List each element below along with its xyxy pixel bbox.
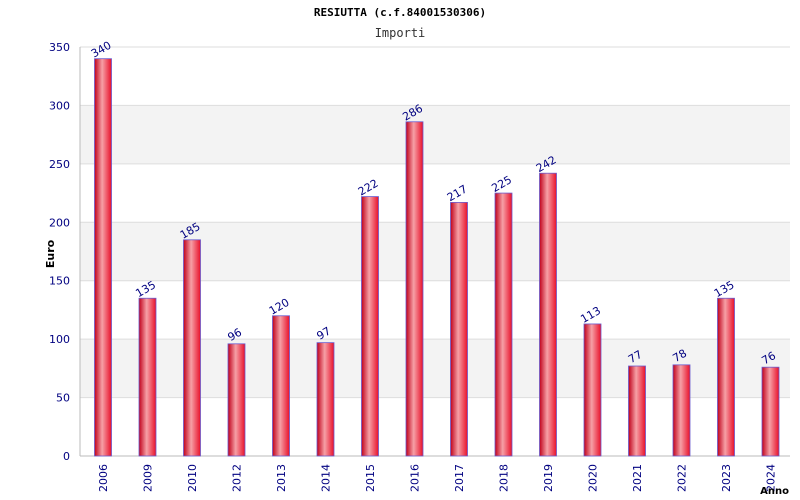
bar xyxy=(628,365,646,457)
y-tick-label: 200 xyxy=(49,216,70,229)
x-tick-label: 2018 xyxy=(498,464,511,492)
x-tick-label: 2019 xyxy=(542,464,555,492)
data-label: 97 xyxy=(314,324,333,342)
data-label: 222 xyxy=(356,177,381,199)
bar xyxy=(405,121,424,457)
y-axis-label: Euro xyxy=(44,239,57,268)
x-tick-label: 2016 xyxy=(409,464,422,492)
data-label: 76 xyxy=(759,349,778,367)
x-tick-label: 2014 xyxy=(320,464,333,492)
y-tick-label: 350 xyxy=(49,41,70,54)
bar xyxy=(272,315,290,457)
x-tick-label: 2009 xyxy=(142,464,155,492)
data-label: 120 xyxy=(267,296,292,318)
y-tick-label: 0 xyxy=(63,450,70,463)
x-tick-label: 2013 xyxy=(275,464,288,492)
data-label: 135 xyxy=(712,278,737,300)
data-label: 78 xyxy=(670,347,689,365)
y-tick-label: 250 xyxy=(49,158,70,171)
data-label: 340 xyxy=(89,39,114,61)
y-tick-label: 300 xyxy=(49,99,70,112)
bar xyxy=(672,364,691,457)
bar xyxy=(539,172,557,457)
x-tick-label: 2023 xyxy=(720,464,733,492)
x-tick-label: 2012 xyxy=(231,464,244,492)
x-tick-label: 2022 xyxy=(676,464,689,492)
data-label: 135 xyxy=(133,278,158,300)
data-label: 217 xyxy=(445,183,470,205)
bar xyxy=(94,58,112,457)
bar xyxy=(494,192,513,457)
bar xyxy=(717,297,735,457)
chart-subtitle: Importi xyxy=(374,26,426,40)
bar xyxy=(583,323,602,457)
data-label: 225 xyxy=(489,173,514,195)
x-tick-label: 2015 xyxy=(364,464,377,492)
x-tick-label: 2017 xyxy=(453,464,466,492)
grid-band xyxy=(80,105,790,164)
x-tick-label: 2020 xyxy=(587,464,600,492)
bar xyxy=(761,366,780,457)
bar xyxy=(316,342,335,457)
y-tick-label: 100 xyxy=(49,333,70,346)
x-tick-label: 2006 xyxy=(97,464,110,492)
data-label: 77 xyxy=(626,348,645,366)
x-tick-label: 2024 xyxy=(765,464,778,492)
bar xyxy=(183,239,201,457)
bar xyxy=(138,297,157,457)
chart-title: RESIUTTA (c.f.84001530306) xyxy=(313,6,487,19)
y-tick-label: 150 xyxy=(49,275,70,288)
x-axis-label: Anno xyxy=(760,486,789,497)
x-tick-label: 2010 xyxy=(186,464,199,492)
y-tick-label: 50 xyxy=(56,392,70,405)
x-tick-label: 2021 xyxy=(631,464,644,492)
bar xyxy=(361,196,379,457)
data-label: 113 xyxy=(578,304,603,326)
bar xyxy=(227,343,246,457)
bar xyxy=(450,202,468,457)
data-label: 96 xyxy=(225,326,244,344)
